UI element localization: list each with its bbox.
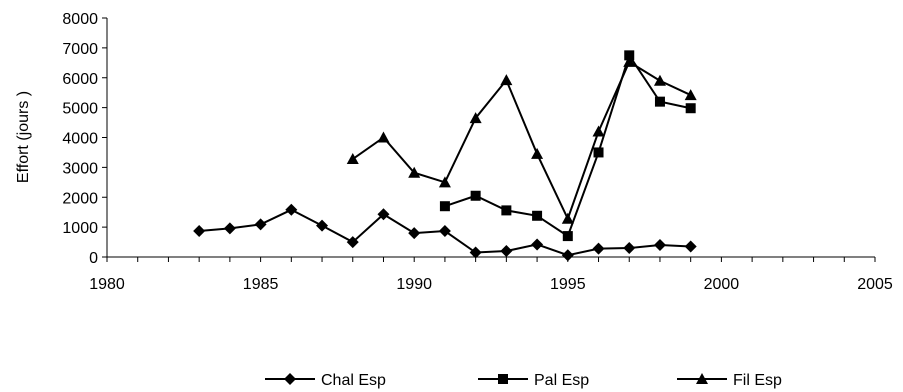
data-point [346, 236, 359, 249]
data-point [285, 203, 298, 216]
x-tick-label: 1985 [243, 276, 279, 293]
data-point [223, 222, 236, 235]
legend-item: Fil Esp [677, 372, 782, 389]
data-point [623, 55, 636, 67]
legend: Chal Esp Pal Esp Fil Esp [265, 372, 782, 389]
data-point [500, 245, 513, 258]
data-point [501, 205, 512, 216]
data-point [316, 219, 329, 232]
data-point [346, 153, 359, 165]
legend-label: Fil Esp [733, 372, 782, 389]
data-point [469, 246, 482, 259]
y-axis: 0 1000 2000 3000 4000 5000 6000 7000 8000 [62, 11, 108, 267]
series-line [444, 53, 691, 238]
plot-area [193, 50, 697, 262]
y-tick-label: 7000 [62, 41, 98, 58]
data-point [685, 103, 696, 114]
data-point [531, 147, 544, 159]
data-point [593, 147, 604, 158]
legend-item: Pal Esp [478, 372, 589, 389]
series-pal-esp [439, 50, 696, 242]
x-tick-label: 2005 [857, 276, 893, 293]
legend-marker [498, 374, 508, 384]
data-point [469, 112, 482, 124]
data-point [500, 74, 513, 86]
legend-label: Chal Esp [321, 372, 386, 389]
legend-label: Pal Esp [534, 372, 589, 389]
data-point [592, 242, 605, 255]
data-point [561, 212, 574, 224]
series-line [352, 60, 692, 222]
data-point [623, 242, 636, 255]
y-tick-label: 8000 [62, 11, 98, 28]
data-point [377, 208, 390, 221]
data-point [532, 210, 543, 221]
x-tick-label: 1990 [396, 276, 432, 293]
x-tick-label: 2000 [704, 276, 740, 293]
data-point [439, 201, 450, 212]
series-fil-esp [346, 55, 697, 224]
data-point [561, 249, 574, 262]
data-point [653, 74, 666, 86]
y-tick-label: 1000 [62, 220, 98, 237]
x-tick-label: 1980 [89, 276, 125, 293]
y-tick-label: 0 [89, 250, 98, 267]
data-point [193, 225, 206, 238]
legend-marker [284, 373, 296, 385]
data-point [438, 225, 451, 238]
data-point [438, 176, 451, 188]
y-tick-label: 4000 [62, 131, 98, 148]
x-axis: 1980 1985 1990 1995 2000 2005 [89, 256, 893, 293]
series-chal-esp [193, 203, 697, 262]
data-point [254, 218, 267, 231]
x-tick-label: 1995 [550, 276, 586, 293]
data-point [377, 131, 390, 143]
data-point [470, 190, 481, 201]
data-point [653, 239, 666, 252]
data-point [408, 166, 421, 178]
data-point [531, 238, 544, 251]
legend-marker [696, 373, 708, 384]
data-point [684, 89, 697, 101]
data-point [654, 96, 665, 107]
y-tick-label: 3000 [62, 160, 98, 177]
y-tick-label: 2000 [62, 190, 98, 207]
data-point [592, 125, 605, 137]
y-axis-title: Effort (jours ) [15, 91, 32, 183]
data-point [624, 50, 635, 61]
data-point [408, 227, 421, 240]
data-point [684, 240, 697, 253]
legend-item: Chal Esp [265, 372, 386, 389]
y-tick-label: 5000 [62, 101, 98, 118]
data-point [562, 231, 573, 242]
y-tick-label: 6000 [62, 71, 98, 88]
